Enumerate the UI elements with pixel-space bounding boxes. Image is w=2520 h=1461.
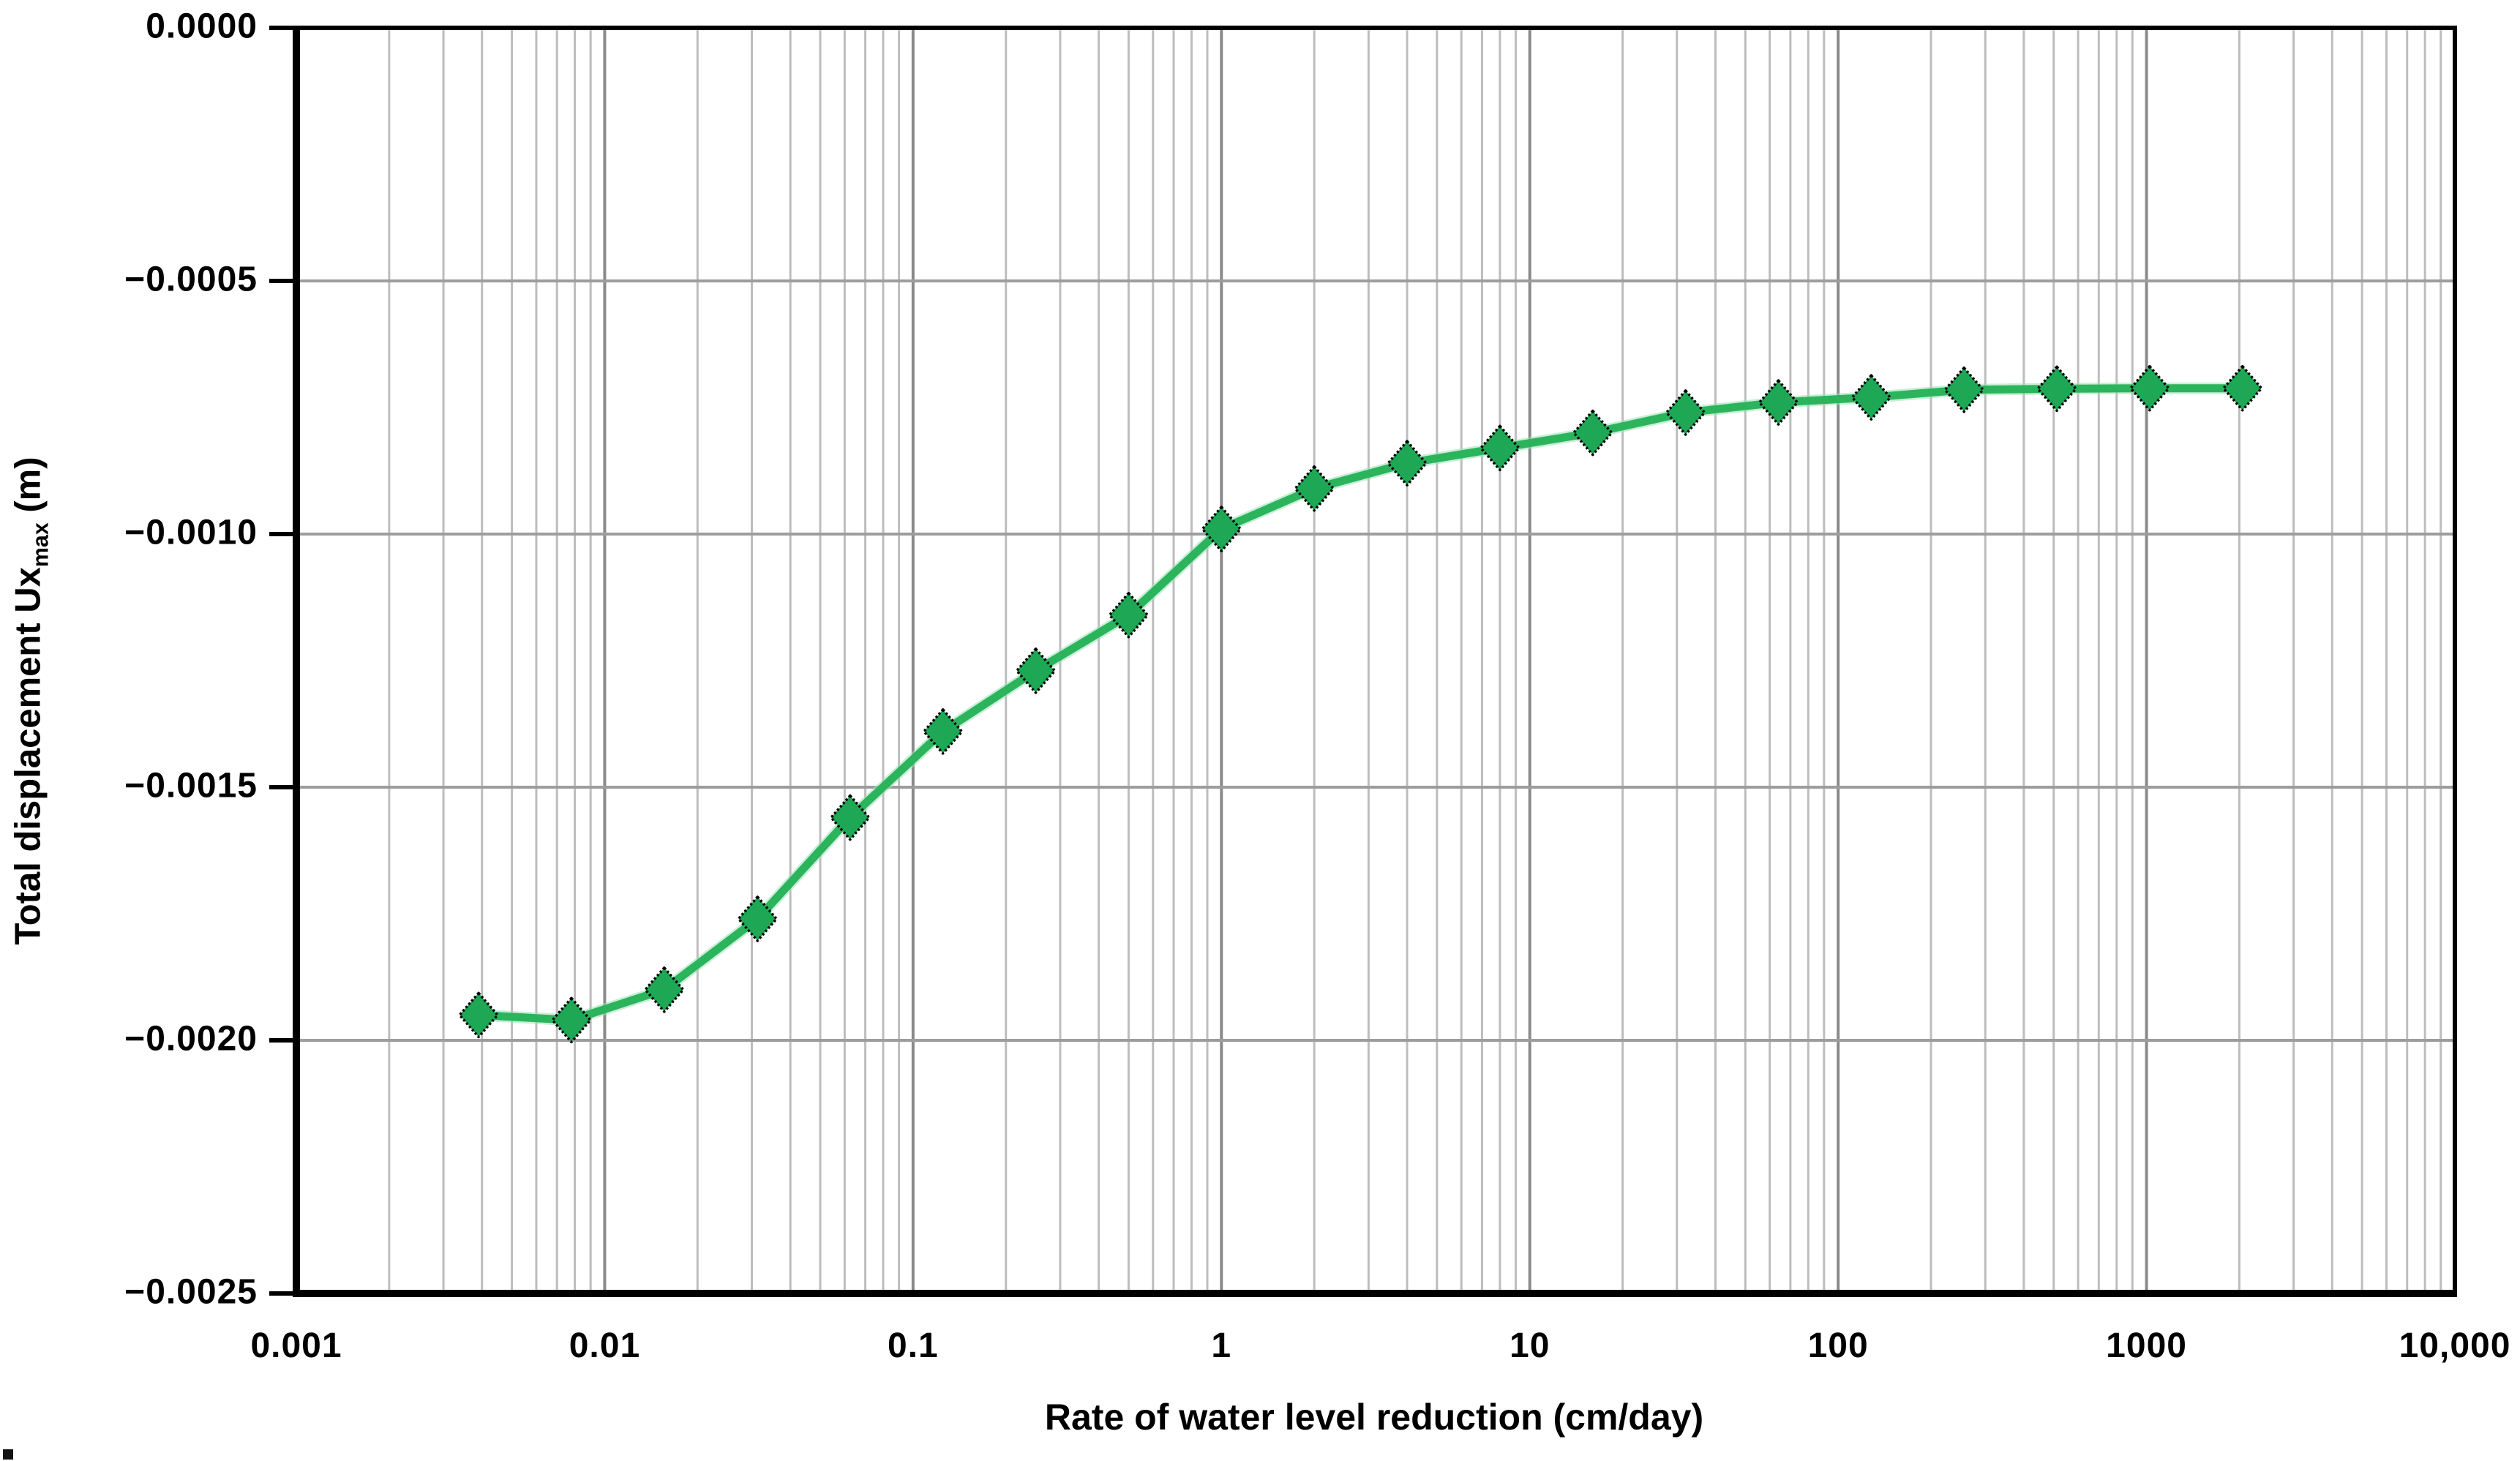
y-axis-tick-label: 0.0000 — [146, 7, 258, 46]
x-axis-tick-label: 0.1 — [887, 1326, 939, 1365]
data-point-marker — [1665, 389, 1706, 436]
y-axis-title: Total displacement Uxmax (m) — [8, 457, 54, 944]
x-axis-tick-label: 0.01 — [569, 1326, 641, 1365]
cropped-corner-artifact — [3, 1449, 13, 1460]
data-point-marker — [1850, 374, 1892, 421]
x-axis-tick-label: 100 — [1807, 1326, 1869, 1365]
x-axis-tick-label: 10,000 — [2399, 1326, 2511, 1365]
x-axis-title: Rate of water level reduction (cm/day) — [1044, 1397, 1704, 1438]
y-axis-title-units: (m) — [8, 457, 48, 523]
data-point-marker — [458, 991, 499, 1039]
data-point-marker — [737, 895, 779, 942]
data-point-marker — [830, 794, 871, 841]
y-axis-title-subscript: max — [28, 522, 53, 568]
y-axis-tick-label: −0.0020 — [124, 1019, 258, 1059]
data-point-marker — [2036, 365, 2077, 413]
data-point-marker — [1015, 647, 1057, 694]
data-point-marker — [1108, 591, 1150, 639]
data-point-marker — [1294, 465, 1335, 512]
y-axis-tick-label: −0.0010 — [124, 513, 258, 552]
data-point-marker — [1572, 409, 1613, 457]
data-point-marker — [922, 708, 964, 755]
data-point-marker — [1201, 506, 1242, 552]
y-axis-tick-label: −0.0015 — [124, 766, 258, 805]
data-point-marker — [1480, 424, 1520, 472]
x-axis-tick-label: 1 — [1211, 1326, 1232, 1365]
data-point-marker — [1943, 367, 1984, 413]
y-axis-tick-label: −0.0005 — [124, 260, 258, 299]
data-point-marker — [2222, 364, 2263, 412]
data-point-marker — [1758, 379, 1799, 426]
data-point-marker — [551, 996, 592, 1044]
data-point-marker — [644, 966, 685, 1013]
x-axis-tick-label: 0.001 — [250, 1326, 342, 1365]
y-axis-tick-label: −0.0025 — [124, 1272, 258, 1312]
data-point-marker — [1387, 440, 1428, 487]
plot-border — [294, 26, 2457, 1296]
y-axis-title-text: Total displacement Ux — [8, 567, 48, 945]
x-axis-tick-label: 1000 — [2106, 1326, 2187, 1365]
data-point-marker — [2129, 364, 2170, 412]
x-axis-tick-label: 10 — [1510, 1326, 1550, 1365]
